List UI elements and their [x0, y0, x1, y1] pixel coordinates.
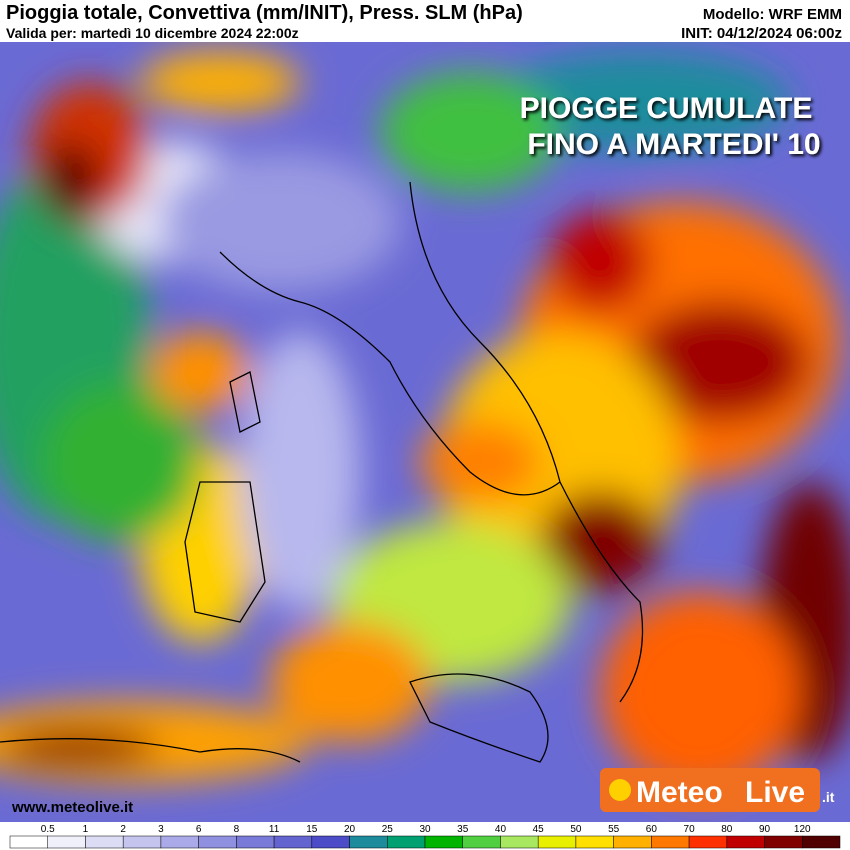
color-swatch — [688, 835, 728, 849]
legend-label: 30 — [419, 824, 431, 835]
legend-label: 3 — [158, 824, 164, 835]
color-swatch — [9, 835, 48, 849]
legend-label: 70 — [684, 824, 696, 835]
color-swatch — [122, 835, 162, 849]
color-swatch — [726, 835, 765, 849]
legend-label: 0.5 — [41, 824, 55, 835]
overlay-line: FINO A MARTEDI' 10 — [527, 128, 820, 161]
color-swatch — [311, 835, 350, 849]
legend-label: 55 — [608, 824, 620, 835]
legend-label: 8 — [234, 824, 240, 835]
color-swatch — [47, 835, 86, 849]
model: Modello: WRF EMM — [702, 6, 842, 23]
website: www.meteolive.it — [11, 799, 133, 816]
color-swatch — [500, 835, 539, 849]
legend-label: 40 — [495, 824, 507, 835]
logo-text: Meteo — [636, 776, 723, 809]
legend-label: 60 — [646, 824, 658, 835]
color-swatch — [575, 835, 614, 849]
color-swatch — [273, 835, 313, 849]
legend-label: 6 — [196, 824, 202, 835]
legend-label: 45 — [533, 824, 545, 835]
legend-label: 15 — [306, 824, 318, 835]
legend-label: 2 — [120, 824, 126, 835]
color-swatch — [613, 835, 652, 849]
color-swatch — [537, 835, 577, 849]
legend-label: 50 — [570, 824, 582, 835]
logo-text: .it — [822, 789, 835, 805]
map: PIOGGE CUMULATE FINO A MARTEDI' 10 www.m… — [0, 42, 850, 822]
color-swatch — [160, 835, 199, 849]
color-swatch — [236, 835, 275, 849]
color-swatch — [85, 835, 124, 849]
legend-label: 25 — [382, 824, 394, 835]
legend-label: 11 — [269, 824, 280, 835]
legend-label: 90 — [759, 824, 771, 835]
legend-label: 80 — [721, 824, 733, 835]
overlay-line: PIOGGE CUMULATE — [520, 92, 813, 125]
color-swatch — [198, 835, 237, 849]
color-swatch — [764, 835, 803, 849]
colorbar: 0.5 1 2 3 6 8 11 15 20 25 30 35 40 45 50 55 60 70 80 90 120 — [9, 824, 841, 849]
logo: Meteo Live .it — [600, 768, 835, 812]
legend-label: 35 — [457, 824, 469, 835]
legend-label: 20 — [344, 824, 356, 835]
color-swatch — [462, 835, 501, 849]
valid-time: Valida per: martedì 10 dicembre 2024 22:… — [6, 25, 299, 41]
color-swatch — [387, 835, 426, 849]
legend-label: 1 — [83, 824, 89, 835]
legend-label: 120 — [794, 824, 811, 835]
color-swatch — [349, 835, 388, 849]
color-swatch — [802, 835, 841, 849]
title: Pioggia totale, Convettiva (mm/INIT), Pr… — [6, 2, 523, 24]
init-time: INIT: 04/12/2024 06:00z — [681, 25, 842, 42]
color-swatch — [651, 835, 690, 849]
color-swatch — [424, 835, 463, 849]
logo-text: Live — [745, 776, 805, 809]
